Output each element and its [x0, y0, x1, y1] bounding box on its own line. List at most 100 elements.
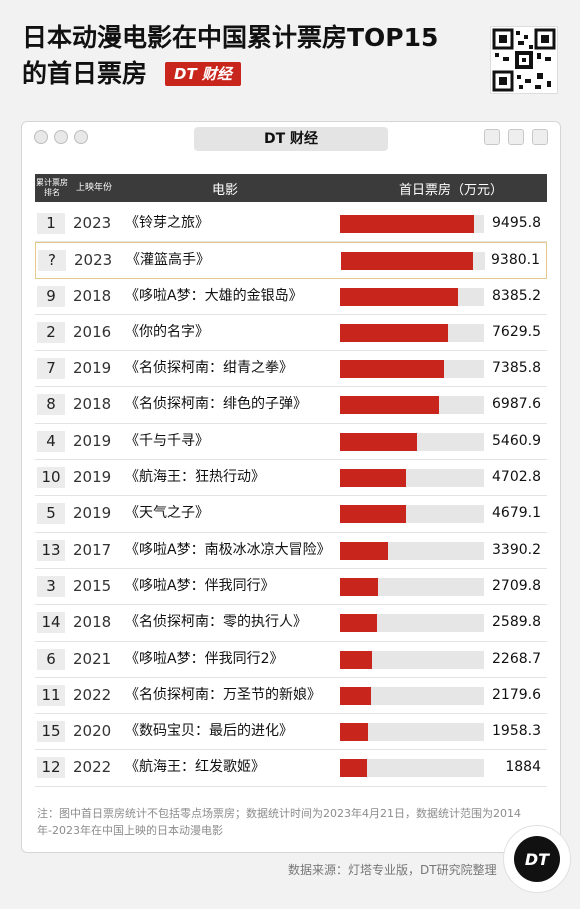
table-body: 1 2023 《铃芽之旅》 9495.8? 2023 《灌篮高手》 9380.1 9 2018 《…: [35, 206, 547, 787]
rank-label: ?: [38, 250, 66, 272]
bar-track: [340, 469, 484, 488]
window-maximize-icon[interactable]: [74, 130, 88, 144]
bar-track: [340, 650, 484, 669]
film-title: 《灌篮高手》: [126, 252, 210, 269]
year-label: 2018: [73, 613, 112, 632]
rank-label: 12: [37, 757, 65, 779]
year-label: 2022: [73, 758, 112, 777]
bar: [340, 650, 372, 669]
bar: [341, 252, 474, 271]
bar: [340, 396, 439, 415]
year-label: 2019: [73, 468, 112, 487]
header-film: 电影: [211, 182, 238, 198]
header-box-office: 首日票房（万元）: [398, 182, 503, 198]
year-label: 2015: [73, 576, 112, 595]
data-source: 数据来源：灯塔专业版，DT研究院整理: [288, 863, 497, 877]
brand-badge: DT 财经: [165, 62, 241, 86]
table-row: 4 2019 《千与千寻》 5460.9: [35, 424, 547, 461]
table-row: 12 2022 《航海王：红发歌姬》 1884: [35, 750, 547, 787]
film-title: 《哆啦A梦：南极冰冰凉大冒险》: [125, 541, 331, 558]
bar-track: [341, 252, 485, 271]
rank-label: 4: [37, 430, 65, 452]
header-rank: 累计票房排名: [36, 178, 68, 197]
qr-code-icon[interactable]: [490, 26, 558, 94]
data-label: 2268.7: [492, 650, 541, 667]
bar: [340, 505, 407, 524]
dt-logo-text: DT: [514, 836, 560, 882]
bar-track: [340, 360, 484, 379]
rank-label: 5: [37, 503, 65, 525]
data-label: 5460.9: [492, 432, 541, 449]
year-label: 2017: [73, 540, 112, 559]
table-header: 累计票房排名 上映年份 电影 首日票房（万元）: [35, 174, 547, 202]
footnote: 注：图中首日票房统计不包括零点场票房；数据统计时间为2023年4月21日，数据统…: [37, 807, 521, 837]
bar: [340, 686, 371, 705]
film-title: 《航海王：狂热行动》: [125, 469, 265, 486]
table-row: 14 2018 《名侦探柯南：零的执行人》 2589.8: [35, 605, 547, 642]
bar-track: [340, 577, 484, 596]
year-label: 2023: [73, 214, 112, 232]
year-label: 2023: [74, 251, 113, 270]
table-row: 15 2020 《数码宝贝：最后的进化》 1958.3: [35, 714, 547, 751]
title-line-1: 日本动漫电影在中国累计票房TOP15: [22, 23, 439, 52]
bar: [340, 215, 474, 233]
data-label: 1884: [505, 759, 541, 776]
table-row: 5 2019 《天气之子》 4679.1: [35, 496, 547, 533]
film-title: 《数码宝贝：最后的进化》: [125, 723, 293, 740]
year-label: 2019: [73, 431, 112, 450]
film-title: 《航海王：红发歌姬》: [125, 759, 265, 776]
year-label: 2018: [73, 395, 112, 414]
bar-track: [340, 505, 484, 524]
bar: [340, 614, 377, 633]
data-label: 2709.8: [492, 577, 541, 594]
year-label: 2021: [73, 649, 112, 668]
bar-track: [340, 686, 484, 705]
share-icon[interactable]: [532, 129, 548, 145]
bar: [340, 360, 445, 379]
table-row: 9 2018 《哆啦A梦：大雄的金银岛》 8385.2: [35, 279, 547, 315]
film-title: 《名侦探柯南：绯色的子弹》: [125, 396, 307, 413]
year-label: 2019: [73, 359, 112, 378]
table-row: 1 2023 《铃芽之旅》 9495.8: [35, 206, 547, 243]
table-row: 2 2016 《你的名字》 7629.5: [35, 315, 547, 352]
bar-track: [340, 432, 484, 451]
rank-label: 9: [37, 285, 65, 307]
data-label: 4702.8: [492, 469, 541, 486]
bar-track: [340, 614, 484, 633]
table-row: 11 2022 《名侦探柯南：万圣节的新娘》 2179.6: [35, 678, 547, 715]
card-titlebar: DT 财经: [194, 127, 388, 151]
bar: [340, 469, 407, 488]
bar: [340, 759, 367, 778]
data-label: 7385.8: [492, 360, 541, 377]
data-label: 9380.1: [491, 252, 540, 269]
table-row: 8 2018 《名侦探柯南：绯色的子弹》 6987.6: [35, 387, 547, 424]
film-title: 《名侦探柯南：零的执行人》: [125, 614, 307, 631]
film-title: 《天气之子》: [125, 505, 209, 522]
bar: [340, 541, 388, 560]
bar: [340, 723, 368, 742]
film-title: 《名侦探柯南：万圣节的新娘》: [125, 686, 321, 703]
data-label: 2589.8: [492, 614, 541, 631]
data-label: 7629.5: [492, 323, 541, 340]
data-label: 1958.3: [492, 723, 541, 740]
window-minimize-icon[interactable]: [54, 130, 68, 144]
table-row: 3 2015 《哆啦A梦：伴我同行》 2709.8: [35, 569, 547, 606]
table-row: 10 2019 《航海王：狂热行动》 4702.8: [35, 460, 547, 497]
bar: [340, 323, 448, 342]
rank-label: 6: [37, 648, 65, 670]
window-close-icon[interactable]: [34, 130, 48, 144]
year-label: 2022: [73, 685, 112, 704]
year-label: 2016: [73, 322, 112, 341]
data-label: 4679.1: [492, 505, 541, 522]
rank-label: 10: [37, 467, 65, 489]
film-title: 《铃芽之旅》: [125, 215, 209, 231]
home-icon[interactable]: [508, 129, 524, 145]
film-title: 《名侦探柯南：绀青之拳》: [125, 360, 293, 377]
rank-label: 11: [37, 684, 65, 706]
year-label: 2018: [73, 286, 112, 305]
table-row: 6 2021 《哆啦A梦：伴我同行2》 2268.7: [35, 642, 547, 678]
record-icon[interactable]: [484, 129, 500, 145]
window-icons: [484, 129, 548, 145]
dt-logo: DT: [503, 825, 571, 893]
chart-card: DT 财经 累计票房排名 上映年份 电影 首日票房（万元） 1 2023 《铃芽之旅…: [21, 121, 561, 853]
